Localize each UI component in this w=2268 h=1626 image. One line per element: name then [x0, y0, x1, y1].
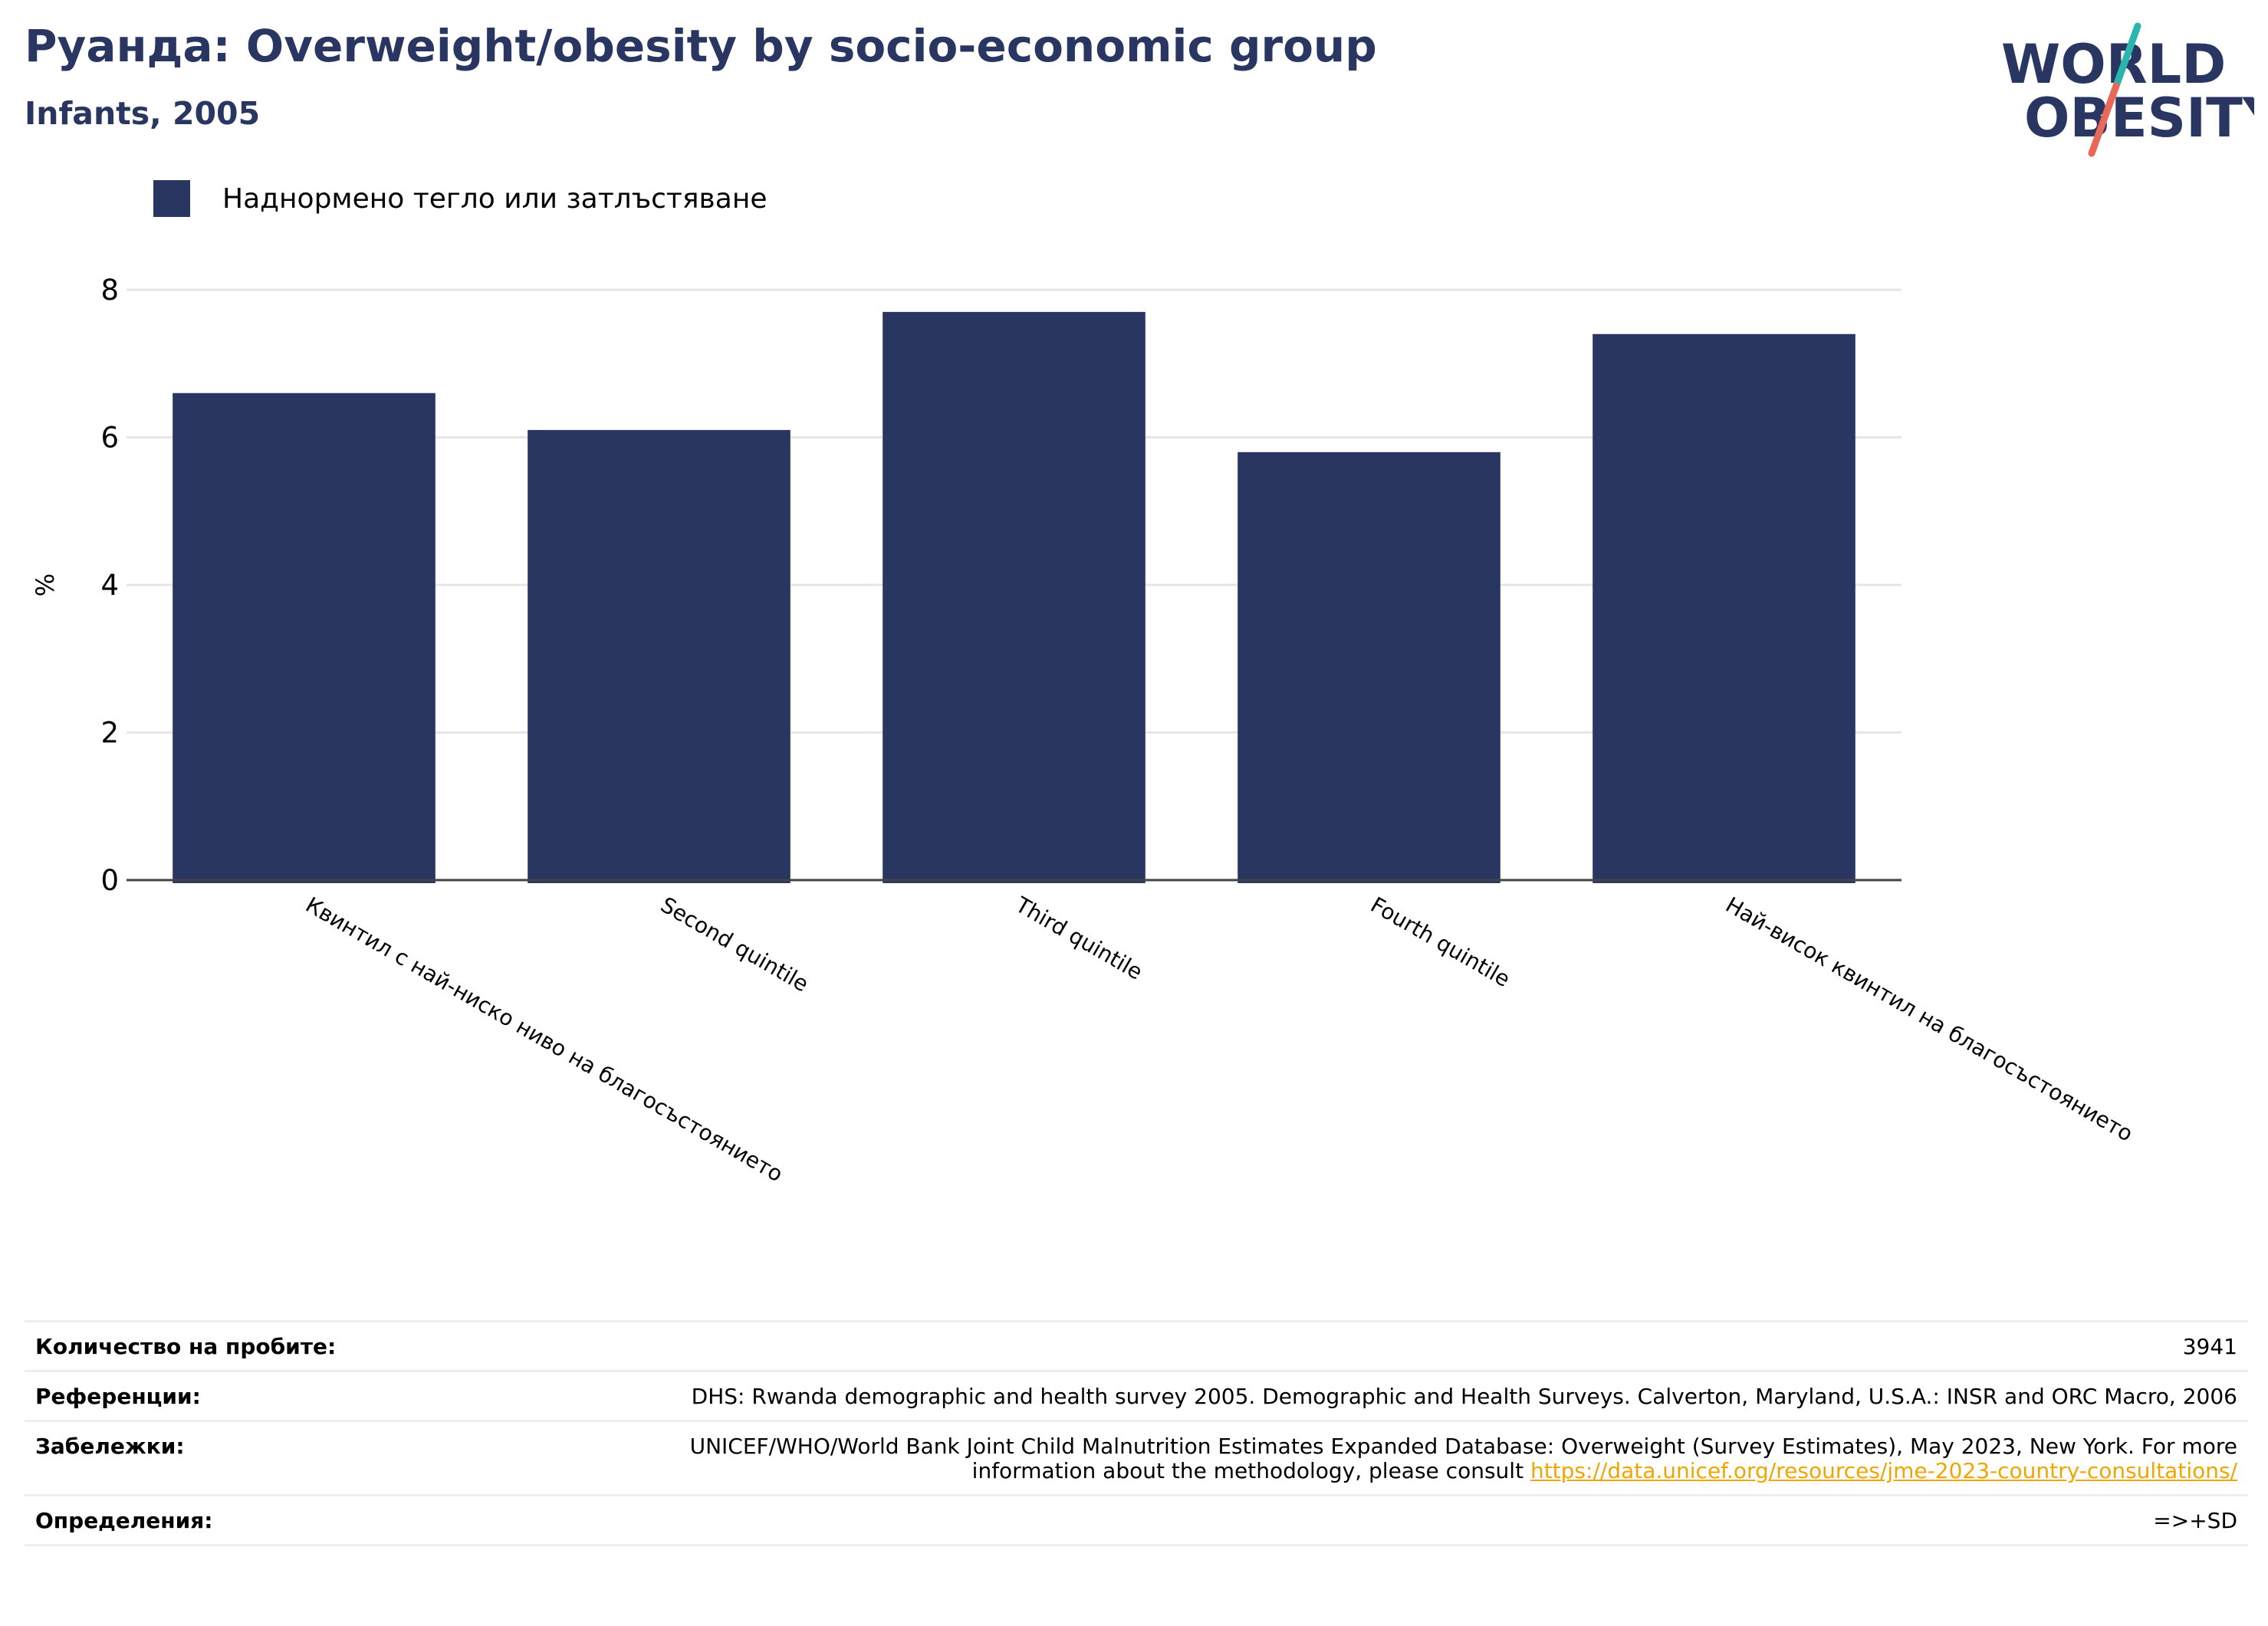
info-label: Определения: [35, 1508, 213, 1533]
legend-swatch [153, 180, 190, 217]
info-row-sample-size: Количество на пробите: 3941 [25, 1321, 2248, 1371]
methodology-link[interactable]: https://data.unicef.org/resources/jme-20… [1530, 1458, 2237, 1483]
info-label: Референции: [35, 1384, 201, 1409]
y-tick-label: 4 [100, 569, 119, 602]
info-value: DHS: Rwanda demographic and health surve… [691, 1384, 2237, 1409]
x-tick-label: Най-висок квинтил на благосъстоянието [1721, 892, 2137, 1146]
logo-slash-bottom [2088, 82, 2120, 157]
info-value-container: UNICEF/WHO/World Bank Joint Child Malnut… [583, 1421, 2248, 1496]
x-tick-label: Fourth quintile [1366, 892, 1514, 992]
info-label: Количество на пробите: [35, 1334, 337, 1359]
bar [1593, 333, 1855, 883]
logo-text-obesity: OBESITY [2024, 87, 2254, 149]
bar [883, 311, 1146, 883]
legend: Наднормено тегло или затлъстяване [153, 179, 768, 218]
bar [528, 429, 791, 883]
y-axis-label: % [31, 573, 60, 596]
x-tick-label: Second quintile [656, 892, 813, 997]
info-value: 3941 [2182, 1334, 2237, 1359]
legend-label[interactable]: Наднормено тегло или затлъстяване [222, 182, 768, 215]
world-obesity-logo: WORLD OBESITY [2001, 22, 2254, 157]
chart-title: Руанда: Overweight/obesity by socio-econ… [25, 20, 1377, 72]
bar [173, 393, 436, 883]
x-tick-label: Third quintile [1011, 892, 1147, 985]
chart-subtitle: Infants, 2005 [25, 95, 261, 132]
info-row-notes: Забележки: UNICEF/WHO/World Bank Joint C… [25, 1421, 2248, 1496]
info-row-definitions: Определения: =>+SD [25, 1495, 2248, 1546]
info-value: UNICEF/WHO/World Bank Joint Child Malnut… [689, 1434, 2237, 1483]
info-value: =>+SD [2153, 1508, 2237, 1533]
logo-slash-top [2112, 22, 2141, 90]
y-tick-label: 8 [100, 274, 119, 307]
info-label: Забележки: [35, 1434, 185, 1459]
y-tick-label: 0 [100, 864, 119, 897]
info-row-references: Референции: DHS: Rwanda demographic and … [25, 1371, 2248, 1421]
y-tick-label: 6 [100, 422, 119, 455]
y-tick-label: 2 [100, 717, 119, 750]
info-table: Количество на пробите: 3941 Референции: … [25, 1320, 2248, 1546]
bar [1238, 452, 1500, 883]
